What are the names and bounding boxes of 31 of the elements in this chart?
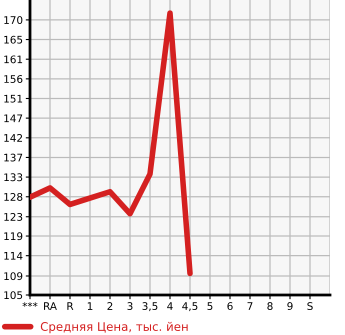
y-tick-label: 165 [4, 36, 22, 44]
x-tick-label: 2 [107, 302, 112, 310]
x-tick-label: 5 [207, 302, 212, 310]
legend-label: Средняя Цена, тыс. йен [40, 322, 188, 334]
y-tick-label: 109 [4, 272, 22, 280]
x-tick-label: 4 [167, 302, 173, 310]
y-tick-label: 156 [4, 75, 22, 83]
x-tick-label: 3,5 [142, 302, 158, 312]
x-tick-label: 7 [248, 302, 252, 310]
x-tick-label: 4,5 [182, 302, 198, 312]
y-tick-label: 170 [4, 16, 22, 24]
x-tick-label: 8 [267, 302, 273, 310]
x-tick-label: 6 [227, 302, 233, 310]
x-tick-label: R [67, 302, 74, 310]
y-tick-label: 161 [4, 55, 22, 64]
y-tick-label: 137 [4, 154, 22, 162]
x-tick-label: 1 [88, 302, 92, 310]
y-tick-label: 133 [4, 173, 22, 182]
y-tick-label: 119 [4, 232, 22, 240]
x-tick-label: RA [44, 302, 57, 310]
y-tick-label: 128 [4, 192, 22, 201]
y-tick-label: 142 [4, 134, 22, 142]
y-tick-label: 147 [4, 114, 22, 122]
x-tick-label: S [307, 302, 313, 310]
y-tick-label: 151 [4, 94, 22, 103]
y-tick-label: 105 [4, 291, 22, 300]
y-tick-label: 123 [4, 212, 22, 221]
x-tick-label: *** [22, 302, 38, 307]
x-tick-label: 9 [287, 302, 293, 310]
x-tick-label: 3 [127, 302, 132, 310]
y-tick-label: 114 [4, 252, 22, 260]
